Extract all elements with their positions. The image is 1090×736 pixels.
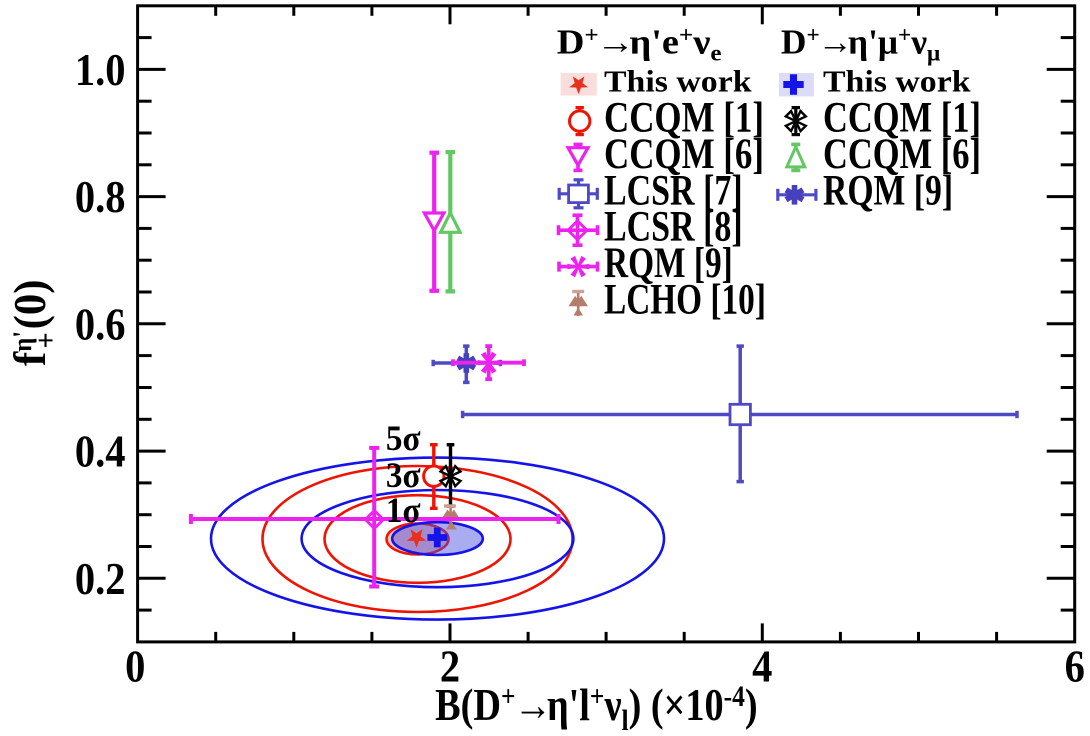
svg-text:2: 2 — [440, 643, 460, 692]
svg-text:1.0: 1.0 — [75, 46, 126, 95]
svg-text:This work: This work — [604, 65, 752, 99]
svg-text:0.8: 0.8 — [75, 173, 126, 222]
svg-text:B(D+→η'l+νl) (×10-4): B(D+→η'l+νl) (×10-4) — [435, 680, 758, 736]
svg-text:0.2: 0.2 — [75, 555, 126, 604]
svg-text:LCHO [10]: LCHO [10] — [604, 277, 766, 324]
svg-text:1σ: 1σ — [386, 491, 421, 531]
svg-text:CCQM [6]: CCQM [6] — [823, 130, 981, 177]
svg-text:CCQM [1]: CCQM [1] — [823, 94, 981, 141]
svg-text:5σ: 5σ — [386, 419, 421, 459]
svg-text:0.6: 0.6 — [75, 300, 126, 349]
svg-text:0.4: 0.4 — [75, 428, 126, 477]
svg-text:RQM [9]: RQM [9] — [823, 168, 953, 215]
svg-text:fη'+(0): fη'+(0) — [6, 280, 63, 366]
svg-text:CCQM [6]: CCQM [6] — [604, 131, 764, 178]
svg-text:RQM [9]: RQM [9] — [604, 240, 733, 287]
svg-text:CCQM [1]: CCQM [1] — [604, 94, 764, 141]
svg-text:LCSR [7]: LCSR [7] — [604, 167, 743, 215]
svg-text:6: 6 — [1065, 643, 1085, 692]
svg-text:LCSR [8]: LCSR [8] — [604, 203, 743, 251]
svg-text:D+→η'μ+νμ: D+→η'μ+νμ — [781, 23, 940, 67]
svg-text:D+→η'e+νe: D+→η'e+νe — [557, 22, 722, 66]
svg-text:0: 0 — [125, 643, 145, 692]
svg-text:3σ: 3σ — [386, 456, 421, 496]
svg-text:4: 4 — [752, 643, 772, 692]
svg-text:This work: This work — [823, 65, 971, 99]
